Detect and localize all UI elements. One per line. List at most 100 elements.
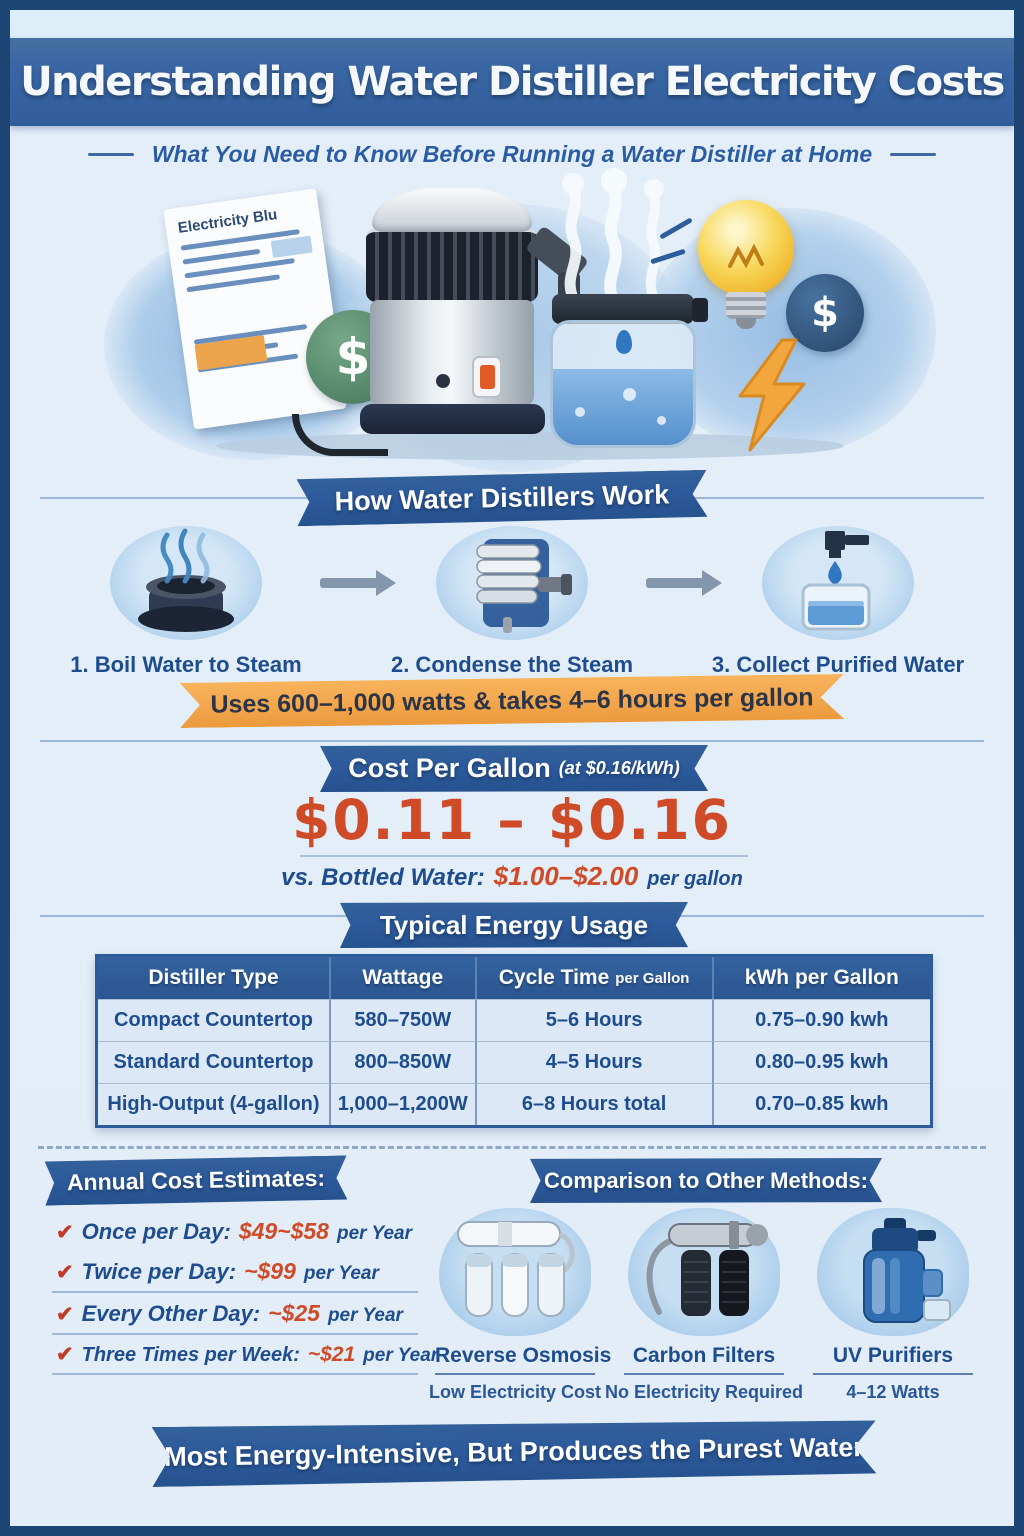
right-arrow-icon	[320, 570, 396, 596]
water-distiller-icon	[292, 188, 590, 456]
method-name: Carbon Filters	[624, 1344, 784, 1375]
comparison-methods: Reverse Osmosis Low Electricity Cost Car…	[428, 1208, 980, 1403]
table-header-row: Distiller Type Wattage Cycle Time per Gal…	[98, 957, 930, 999]
dollar-sign: $	[335, 328, 371, 386]
method-name: UV Purifiers	[813, 1344, 973, 1375]
bulb-filament	[728, 243, 764, 269]
comparison-title: Comparison to Other Methods:	[544, 1167, 868, 1193]
subtitle-dash-right	[890, 152, 937, 156]
vs-value: $1.00–$2.00	[493, 861, 639, 891]
footer-banner-text: Most Energy-Intensive, But Produces the …	[163, 1431, 864, 1472]
bill-highlight-chip	[270, 235, 313, 258]
step-collect: 3. Collect Purified Water	[712, 526, 964, 678]
light-bulb-icon	[698, 200, 798, 340]
method-note: Low Electricity Cost	[428, 1382, 602, 1402]
power-button-light	[479, 365, 495, 389]
column-header: Cycle Time per Gallon	[477, 957, 714, 999]
bulb-tip	[736, 318, 756, 329]
vs-suffix: per gallon	[647, 868, 743, 890]
distiller-knob	[436, 374, 450, 388]
step-boil: 1. Boil Water to Steam	[66, 526, 306, 678]
price-divider	[300, 855, 748, 857]
step-label: 1. Boil Water to Steam	[70, 652, 302, 677]
how-it-works-title: How Water Distillers Work	[334, 479, 670, 517]
table-row: Standard Countertop 800–850W 4–5 Hours 0…	[98, 1041, 930, 1083]
how-it-works-banner: How Water Distillers Work	[297, 470, 708, 527]
section-divider	[40, 740, 984, 742]
cost-title: Cost Per Gallon	[348, 753, 551, 783]
distiller-power-button	[472, 356, 502, 398]
page-subtitle: What You Need to Know Before Running a W…	[10, 136, 1014, 172]
distiller-vent-band	[366, 228, 538, 302]
list-item: ✔ Twice per Day: ~$99 per Year	[52, 1251, 418, 1293]
bubble	[657, 416, 666, 425]
jar-handle	[692, 298, 708, 322]
list-item: ✔ Once per Day: $49~$58 per Year	[56, 1218, 412, 1244]
condenser-coil-icon	[436, 526, 588, 640]
energy-usage-table: Distiller Type Wattage Cycle Time per Gal…	[95, 954, 933, 1128]
annual-cost-title: Annual Cost Estimates:	[66, 1164, 326, 1196]
water-drop-icon	[616, 330, 632, 354]
uv-purifier-icon	[817, 1208, 969, 1336]
usage-note: Uses 600–1,000 watts & takes 4–6 hours p…	[210, 682, 814, 719]
table-cell: 5–6 Hours	[476, 999, 714, 1041]
table-cell: Compact Countertop	[98, 999, 331, 1041]
bulb-glass	[698, 200, 794, 296]
table-cell: High-Output (4-gallon)	[98, 1083, 331, 1125]
list-item: ✔ Every Other Day: ~$25 per Year	[52, 1293, 418, 1335]
vs-label: vs. Bottled Water:	[281, 864, 485, 891]
bubble	[623, 388, 636, 401]
column-header: Distiller Type	[98, 957, 331, 999]
annual-cost-banner: Annual Cost Estimates:	[45, 1155, 348, 1205]
method-name: Reverse Osmosis	[435, 1344, 611, 1375]
distiller-dome	[372, 188, 532, 232]
table-cell: 4–5 Hours	[476, 1041, 714, 1083]
table-cell: 6–8 Hours total	[476, 1083, 714, 1125]
method-uv-purifiers: UV Purifiers 4–12 Watts	[806, 1208, 980, 1403]
list-item: ✔ Three Times per Week: ~$21 per Year	[52, 1335, 438, 1375]
electricity-bill-icon: Electricity Blu	[163, 188, 347, 430]
page-title: Understanding Water Distiller Electricit…	[20, 59, 1005, 105]
energy-usage-banner: Typical Energy Usage	[340, 902, 688, 948]
hero-illustration: Electricity Blu $	[98, 168, 946, 478]
table-cell: 0.80–0.95 kwh	[713, 1041, 930, 1083]
cost-range-value: $0.11 – $0.16	[292, 788, 732, 852]
check-icon: ✔	[56, 1261, 74, 1284]
footer-banner: Most Energy-Intensive, But Produces the …	[152, 1417, 877, 1487]
check-icon: ✔	[56, 1221, 74, 1244]
right-arrow-icon	[646, 570, 722, 596]
bulb-base	[726, 292, 766, 319]
method-note: No Electricity Required	[604, 1382, 804, 1402]
subtitle-dash-left	[87, 152, 134, 156]
jar-water	[553, 369, 693, 445]
table-cell: 0.75–0.90 kwh	[713, 999, 930, 1041]
bottled-water-comparison: vs. Bottled Water: $1.00–$2.00 per gallo…	[10, 861, 1014, 892]
reverse-osmosis-icon	[439, 1208, 591, 1336]
boiling-pot-icon	[110, 526, 262, 640]
method-reverse-osmosis: Reverse Osmosis Low Electricity Cost	[428, 1208, 611, 1403]
check-icon: ✔	[56, 1303, 74, 1326]
bubble	[575, 407, 585, 417]
method-carbon-filters: Carbon Filters No Electricity Required	[605, 1208, 803, 1403]
steps-row: 1. Boil Water to Steam 2. Condense the S…	[60, 526, 964, 678]
column-header: Wattage	[331, 957, 477, 999]
bill-line	[186, 274, 280, 293]
energy-usage-title: Typical Energy Usage	[379, 909, 649, 940]
table-row: Compact Countertop 580–750W 5–6 Hours 0.…	[98, 999, 930, 1041]
column-header: kWh per Gallon	[744, 966, 899, 989]
check-icon: ✔	[56, 1343, 74, 1366]
method-note: 4–12 Watts	[846, 1382, 940, 1402]
jar-lid	[552, 294, 694, 324]
comparison-banner: Comparison to Other Methods:	[530, 1158, 882, 1203]
lightning-bolt-icon	[738, 338, 806, 452]
dollar-sign: $	[811, 290, 839, 336]
cost-per-gallon-banner: Cost Per Gallon (at $0.16/kWh)	[320, 745, 708, 792]
step-label: 2. Condense the Steam	[390, 652, 634, 677]
bill-line	[182, 248, 261, 265]
subtitle-text: What You Need to Know Before Running a W…	[151, 140, 873, 167]
table-cell: 0.70–0.85 kwh	[713, 1083, 930, 1125]
carbon-filter-icon	[628, 1208, 780, 1336]
table-cell: 580–750W	[330, 999, 477, 1041]
table-cell: Standard Countertop	[98, 1041, 331, 1083]
